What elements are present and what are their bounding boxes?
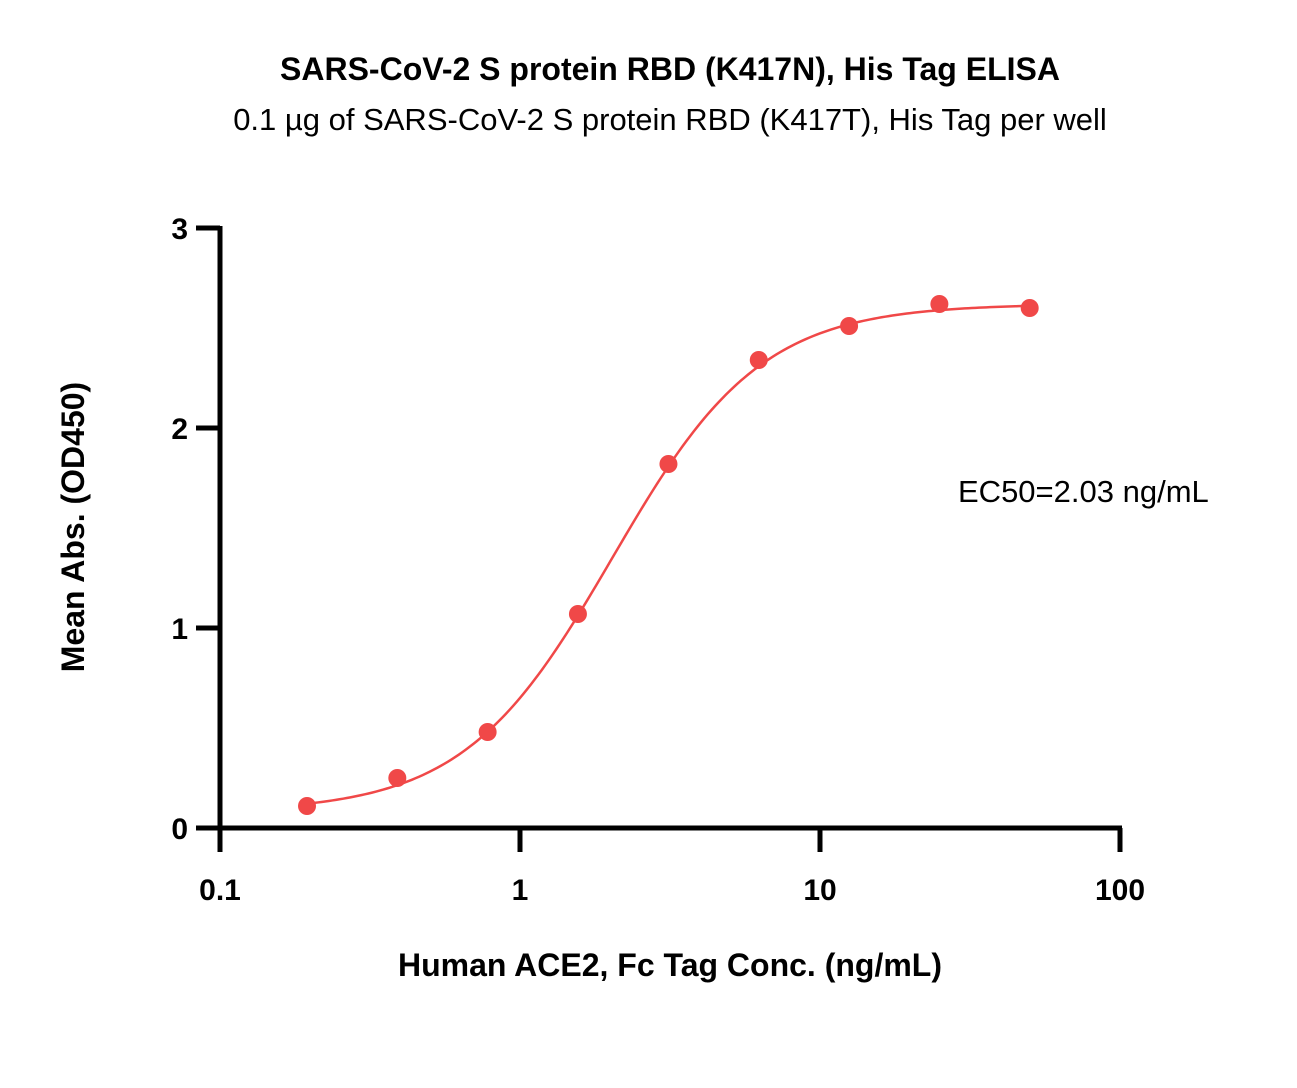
data-point bbox=[478, 723, 497, 741]
x-tick-label: 100 bbox=[1095, 874, 1145, 907]
y-tick-label: 0 bbox=[171, 813, 188, 846]
data-point bbox=[659, 455, 678, 473]
axes: 0 1 2 3 0.1 1 10 100 bbox=[171, 213, 1145, 907]
data-point bbox=[388, 769, 407, 787]
x-tick-label: 10 bbox=[803, 874, 836, 907]
data-point bbox=[1020, 299, 1039, 317]
data-point bbox=[930, 295, 949, 313]
data-point bbox=[568, 605, 587, 623]
y-axis-label: Mean Abs. (OD450) bbox=[55, 382, 91, 672]
x-tick-label: 1 bbox=[512, 874, 529, 907]
x-axis-label: Human ACE2, Fc Tag Conc. (ng/mL) bbox=[398, 947, 942, 983]
data-point bbox=[840, 317, 859, 335]
y-tick-label: 2 bbox=[171, 413, 188, 446]
chart-subtitle: 0.1 µg of SARS-CoV-2 S protein RBD (K417… bbox=[233, 102, 1107, 137]
data-point bbox=[749, 351, 768, 369]
x-tick-label: 0.1 bbox=[199, 874, 241, 907]
y-tick-label: 1 bbox=[171, 613, 188, 646]
fit-curve bbox=[306, 304, 1030, 805]
data-point bbox=[298, 797, 317, 815]
data-points bbox=[298, 295, 1039, 815]
chart-title: SARS-CoV-2 S protein RBD (K417N), His Ta… bbox=[280, 51, 1060, 87]
y-tick-label: 3 bbox=[171, 213, 188, 246]
fit-curve-layer bbox=[306, 304, 1030, 805]
ec50-annotation: EC50=2.03 ng/mL bbox=[958, 474, 1209, 509]
